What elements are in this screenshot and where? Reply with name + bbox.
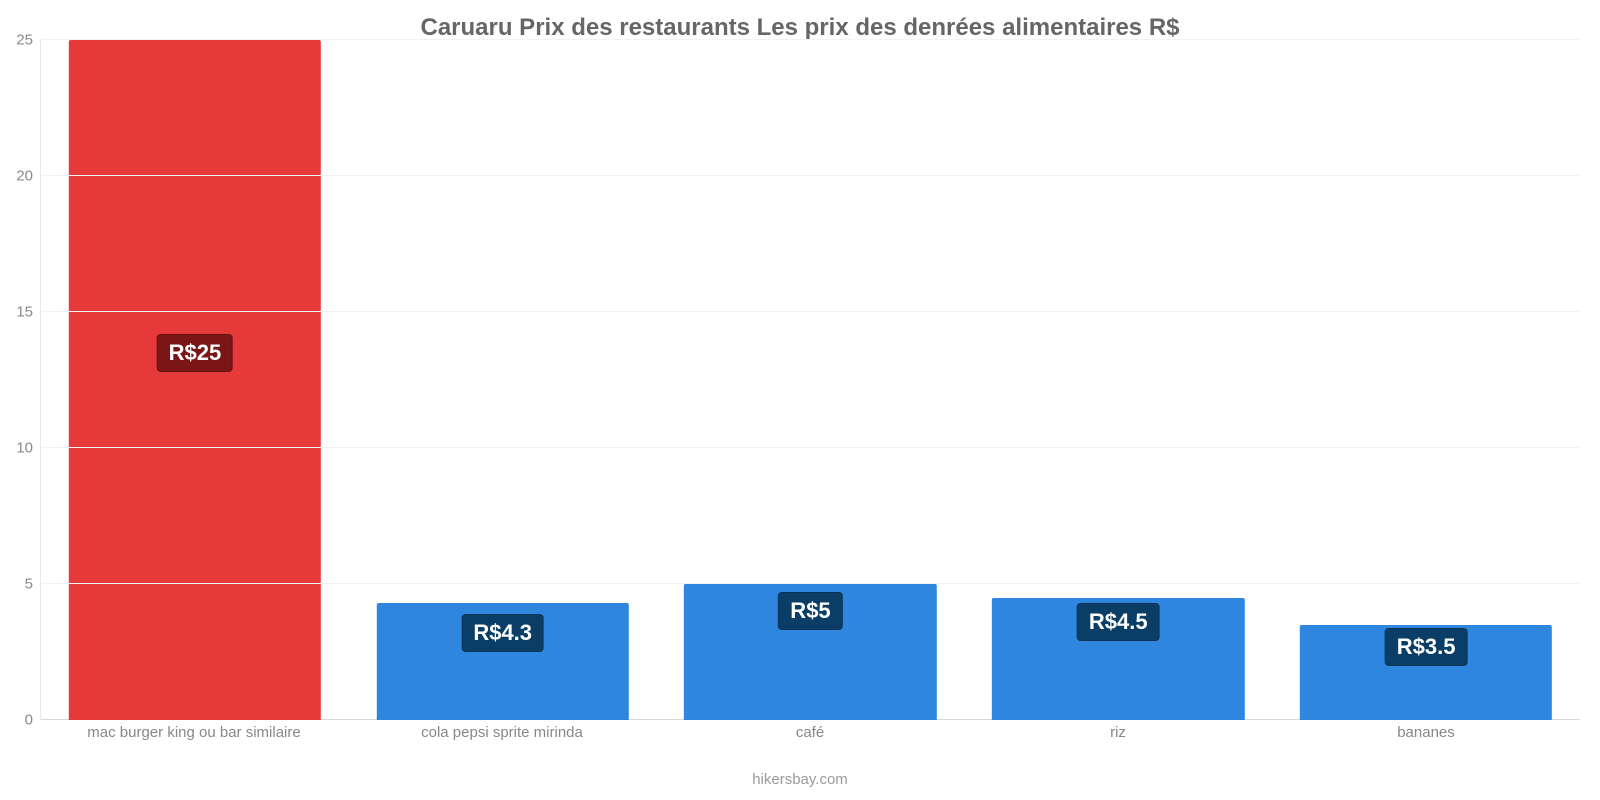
plot-area: R$25R$4.3R$5R$4.5R$3.5 0510152025: [40, 40, 1580, 720]
y-tick-label: 20: [16, 168, 41, 185]
chart-title: Caruaru Prix des restaurants Les prix de…: [0, 14, 1600, 42]
y-tick-label: 0: [25, 712, 41, 729]
x-tick-label: cola pepsi sprite mirinda: [348, 724, 656, 741]
bar-slot: R$4.5: [964, 40, 1272, 720]
gridline: [41, 583, 1580, 584]
gridline: [41, 311, 1580, 312]
y-tick-label: 5: [25, 576, 41, 593]
bar-value-label: R$5: [778, 592, 842, 630]
bar-slot: R$4.3: [349, 40, 657, 720]
x-axis-labels: mac burger king ou bar similairecola pep…: [40, 724, 1580, 741]
y-tick-label: 15: [16, 304, 41, 321]
bar-value-label: R$25: [157, 334, 234, 372]
gridline: [41, 175, 1580, 176]
x-tick-label: café: [656, 724, 964, 741]
bar-value-label: R$4.3: [461, 614, 544, 652]
y-tick-label: 25: [16, 32, 41, 49]
bar: [69, 40, 321, 720]
bar-value-label: R$3.5: [1385, 628, 1468, 666]
gridline: [41, 39, 1580, 40]
x-tick-label: bananes: [1272, 724, 1580, 741]
price-bar-chart: Caruaru Prix des restaurants Les prix de…: [0, 0, 1600, 800]
x-tick-label: mac burger king ou bar similaire: [40, 724, 348, 741]
bar-slot: R$25: [41, 40, 349, 720]
bar-value-label: R$4.5: [1077, 603, 1160, 641]
bar-slot: R$5: [657, 40, 965, 720]
y-tick-label: 10: [16, 440, 41, 457]
bar-slot: R$3.5: [1272, 40, 1580, 720]
gridline: [41, 447, 1580, 448]
x-tick-label: riz: [964, 724, 1272, 741]
bars-container: R$25 R$4.3 R$5 R$4.5 R$3.5: [41, 40, 1580, 720]
attribution: hikersbay.com: [0, 771, 1600, 788]
